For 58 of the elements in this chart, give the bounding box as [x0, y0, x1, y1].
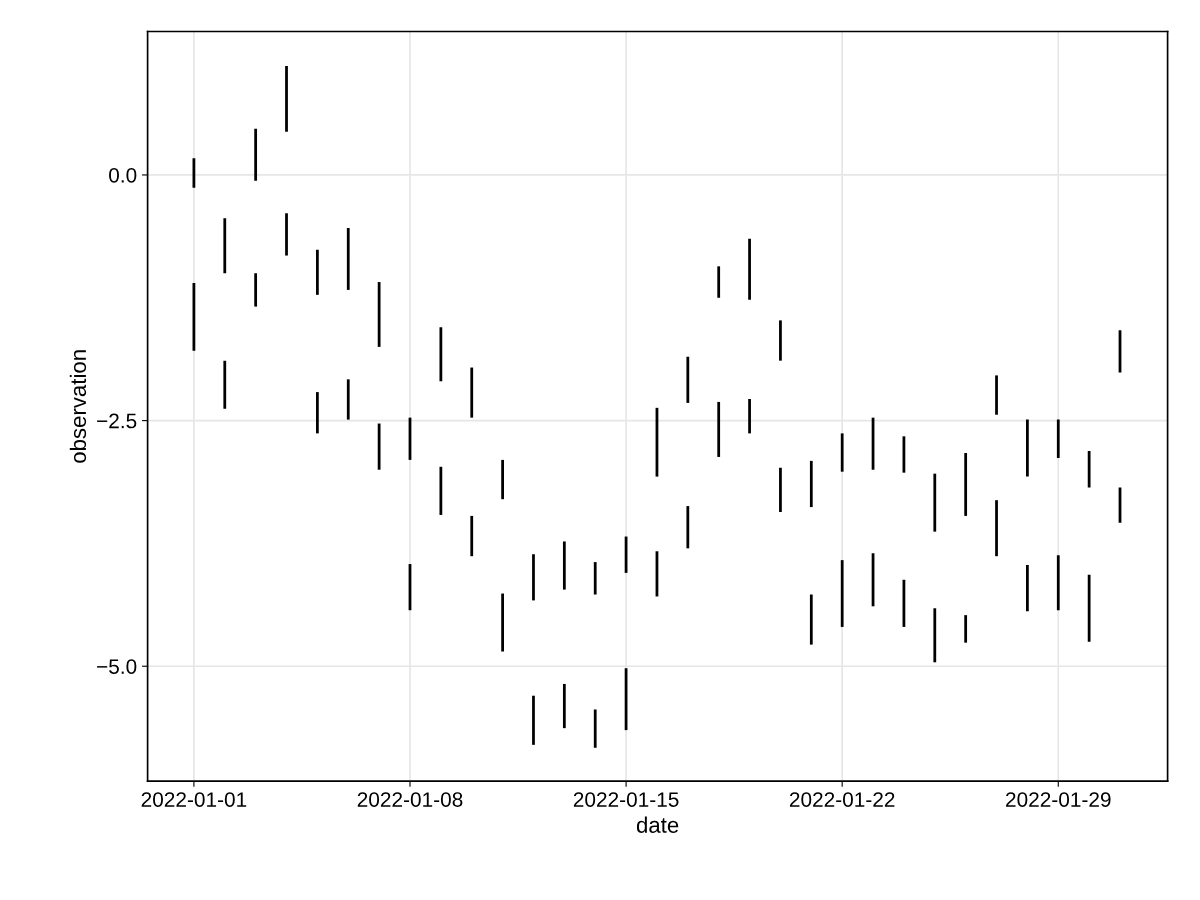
bar — [470, 367, 474, 418]
bar — [285, 65, 288, 132]
bar — [470, 515, 474, 557]
bar — [439, 466, 443, 515]
bar — [346, 379, 350, 420]
x-axis-title: date — [636, 816, 679, 833]
bar — [748, 398, 751, 434]
bar — [593, 709, 597, 748]
bar — [254, 273, 258, 307]
bar — [779, 320, 782, 361]
bar — [933, 473, 937, 532]
bar — [748, 238, 751, 300]
bar — [377, 282, 381, 347]
bar — [809, 460, 813, 508]
bar — [439, 327, 443, 382]
bar — [223, 218, 227, 274]
bar — [316, 249, 319, 295]
bar — [1056, 419, 1060, 458]
bar — [1087, 574, 1091, 642]
bar — [809, 594, 813, 645]
bar — [717, 401, 721, 457]
bar — [933, 608, 937, 663]
x-tick-label: 2022-01-08 — [357, 792, 463, 807]
bar — [532, 554, 535, 601]
bar — [964, 615, 968, 643]
bar — [1087, 451, 1091, 488]
bar — [532, 695, 535, 745]
bar — [995, 375, 998, 415]
y-tick-label: 0.0 — [109, 167, 137, 183]
x-tick-label: 2022-01-01 — [141, 792, 247, 807]
x-tick-label: 2022-01-22 — [789, 792, 895, 807]
bar — [717, 266, 721, 298]
bar — [254, 128, 258, 181]
bar — [779, 467, 782, 512]
x-tick-label: 2022-01-15 — [573, 792, 679, 807]
bar — [501, 593, 504, 652]
x-tick-label: 2022-01-29 — [1006, 792, 1111, 807]
bar — [346, 228, 350, 290]
bar — [840, 560, 844, 627]
bar — [964, 453, 968, 516]
bar — [285, 213, 288, 256]
bar — [995, 500, 998, 557]
bar — [377, 423, 381, 470]
bar — [686, 506, 690, 549]
bar — [840, 433, 844, 472]
bar — [593, 562, 597, 595]
y-tick-label: −2.5 — [97, 413, 137, 429]
bar — [1056, 555, 1060, 611]
bar — [686, 356, 690, 403]
y-axis-title: observation — [69, 350, 87, 463]
bar — [562, 541, 566, 590]
bar — [223, 360, 227, 409]
bar — [562, 683, 566, 729]
bar — [1026, 419, 1029, 477]
bar — [501, 459, 504, 500]
bar — [316, 392, 319, 434]
y-tick-label: −5.0 — [97, 659, 137, 674]
bar — [1026, 565, 1029, 612]
